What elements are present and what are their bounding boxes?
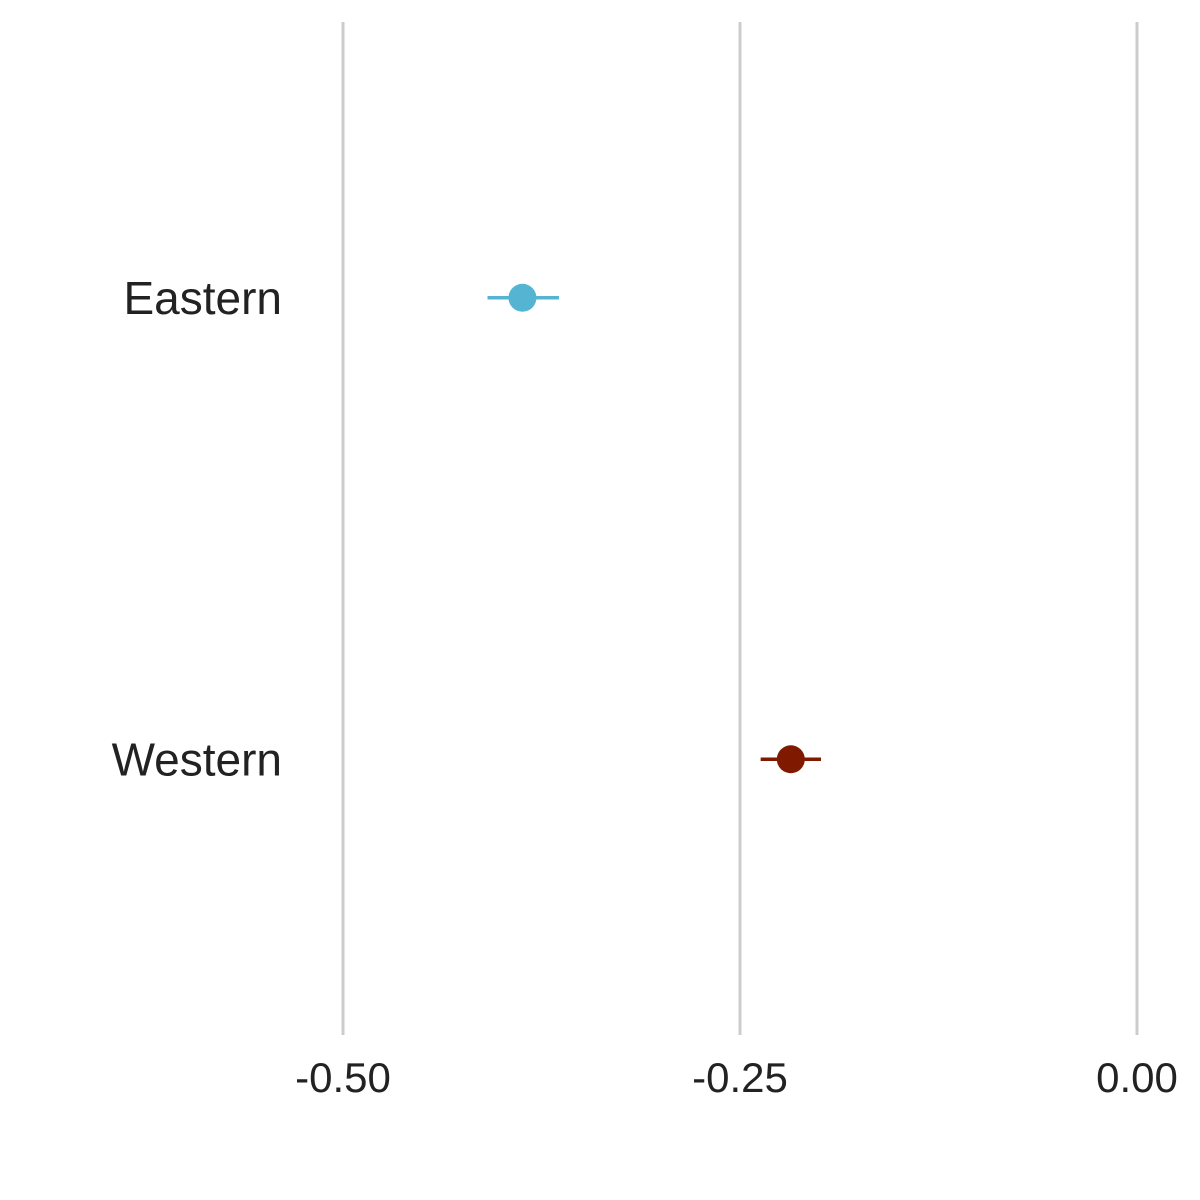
x-tick-label-1: -0.25: [692, 1054, 788, 1101]
gridlines: [341, 22, 1139, 1035]
point-eastern: [508, 283, 537, 312]
x-tick-label-0: -0.50: [295, 1054, 391, 1101]
y-axis-category-labels: Eastern Western: [112, 272, 282, 786]
point-western: [776, 745, 805, 774]
x-axis-tick-labels: -0.50 -0.25 0.00: [295, 1054, 1178, 1101]
y-category-label-western: Western: [112, 733, 282, 785]
x-tick-label-2: 0.00: [1096, 1054, 1178, 1101]
y-category-label-eastern: Eastern: [123, 272, 282, 324]
data-points: [487, 283, 821, 774]
